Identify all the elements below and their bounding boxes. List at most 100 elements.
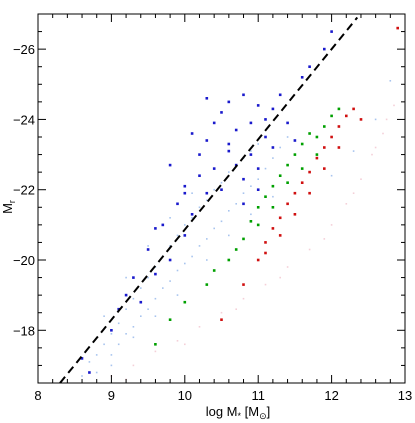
y-tick-label-1: −20 [13, 253, 35, 268]
x-tick-label-5: 13 [398, 388, 412, 403]
series-1-point-9 [125, 308, 127, 310]
series-3-point-6 [249, 220, 253, 223]
series-4-point-16 [293, 213, 297, 216]
series-1-point-50 [147, 245, 149, 247]
series-4-point-18 [323, 167, 326, 170]
series-1-point-25 [184, 224, 186, 226]
series-4-point-17 [308, 191, 311, 195]
series-1-point-55 [103, 315, 105, 317]
series-2-point-39 [323, 47, 326, 51]
series-2-point-20 [220, 188, 223, 191]
points-layer [80, 26, 399, 381]
series-4-point-10 [315, 156, 319, 160]
series-3-point-15 [315, 135, 319, 139]
series-2-point-1 [88, 371, 91, 374]
series-1-point-12 [140, 315, 142, 317]
series-0-point-14 [382, 132, 384, 135]
series-0-point-10 [330, 224, 333, 226]
series-1-point-13 [140, 287, 142, 289]
series-2-point-2 [110, 329, 113, 332]
series-4-point-3 [264, 241, 267, 244]
series-4-point-19 [337, 146, 341, 149]
series-0-point-21 [352, 192, 355, 194]
series-1-point-57 [250, 213, 252, 216]
series-1-point-4 [110, 354, 113, 356]
series-1-point-11 [132, 297, 135, 300]
series-2-point-37 [300, 76, 304, 79]
series-1-point-2 [95, 354, 98, 356]
series-0-point-1 [132, 364, 135, 367]
series-1-point-22 [176, 269, 179, 272]
series-3-point-16 [323, 125, 326, 128]
series-3-point-18 [271, 206, 275, 209]
series-4-point-21 [278, 234, 282, 237]
series-2-point-35 [278, 93, 282, 97]
series-2-point-11 [183, 234, 187, 237]
x-tick-label-1: 9 [108, 388, 115, 403]
series-3-point-4 [227, 258, 231, 262]
series-4-point-5 [278, 216, 282, 220]
series-1-point-49 [286, 136, 289, 138]
series-3-point-25 [337, 107, 341, 111]
series-0-point-13 [371, 153, 373, 156]
x-axis-label-main: log M [206, 404, 238, 419]
series-1-point-59 [206, 259, 208, 261]
series-1-point-23 [176, 234, 179, 237]
series-1-point-29 [198, 206, 201, 209]
series-2-point-32 [264, 135, 267, 139]
series-2-point-17 [205, 139, 209, 142]
series-0-point-22 [374, 146, 377, 149]
y-tick-label-2: −22 [13, 183, 35, 198]
series-2-point-15 [198, 153, 201, 156]
series-2-point-6 [146, 248, 150, 251]
series-2-point-44 [154, 227, 157, 230]
series-2-point-48 [124, 293, 128, 297]
series-2-point-36 [286, 121, 289, 125]
series-1-point-28 [198, 245, 201, 247]
series-1-point-30 [206, 238, 208, 240]
x-axis-label-unit-open: [M [241, 404, 259, 419]
series-0-point-11 [345, 203, 348, 205]
series-3-point-22 [234, 248, 238, 251]
series-0-point-6 [242, 297, 245, 300]
series-3-point-19 [286, 181, 289, 184]
series-1-point-43 [250, 150, 252, 152]
series-2-point-14 [198, 174, 201, 177]
series-0-point-9 [308, 248, 311, 251]
x-axis-label: log M* [M⊙] [206, 404, 271, 421]
series-1-point-7 [117, 322, 120, 325]
series-1-point-68 [389, 80, 392, 82]
y-axis-label-main: M [0, 203, 15, 214]
series-2-point-3 [117, 307, 120, 311]
series-1-point-5 [110, 333, 113, 335]
series-1-point-62 [132, 336, 135, 339]
series-1-point-1 [88, 361, 91, 363]
series-0-point-8 [286, 266, 289, 268]
series-1-point-8 [125, 333, 127, 335]
y-tick-label-3: −24 [13, 112, 35, 127]
series-2-point-41 [168, 163, 172, 167]
x-axis-label-unit-symbol: ⊙ [259, 411, 267, 421]
plot-frame [37, 13, 406, 384]
series-3-point-23 [212, 269, 216, 272]
series-2-point-12 [183, 184, 187, 188]
series-3-point-12 [293, 153, 297, 156]
series-1-point-65 [330, 174, 333, 177]
series-1-point-52 [191, 192, 193, 194]
series-4-point-4 [271, 227, 275, 230]
series-4-point-15 [352, 107, 355, 111]
series-2-point-42 [190, 132, 194, 135]
series-1-point-40 [242, 192, 245, 194]
series-3-point-3 [205, 283, 209, 286]
series-2-point-50 [256, 188, 260, 191]
series-4-point-7 [293, 191, 297, 195]
series-4-point-2 [256, 258, 260, 262]
series-1-point-45 [257, 143, 259, 145]
series-2-point-51 [293, 139, 297, 142]
series-2-point-46 [227, 142, 231, 146]
series-2-point-18 [212, 167, 216, 170]
series-0-point-12 [360, 178, 362, 180]
series-0-point-15 [393, 104, 395, 107]
reference-dashed-line [59, 16, 359, 384]
x-tick-label-2: 10 [178, 388, 192, 403]
